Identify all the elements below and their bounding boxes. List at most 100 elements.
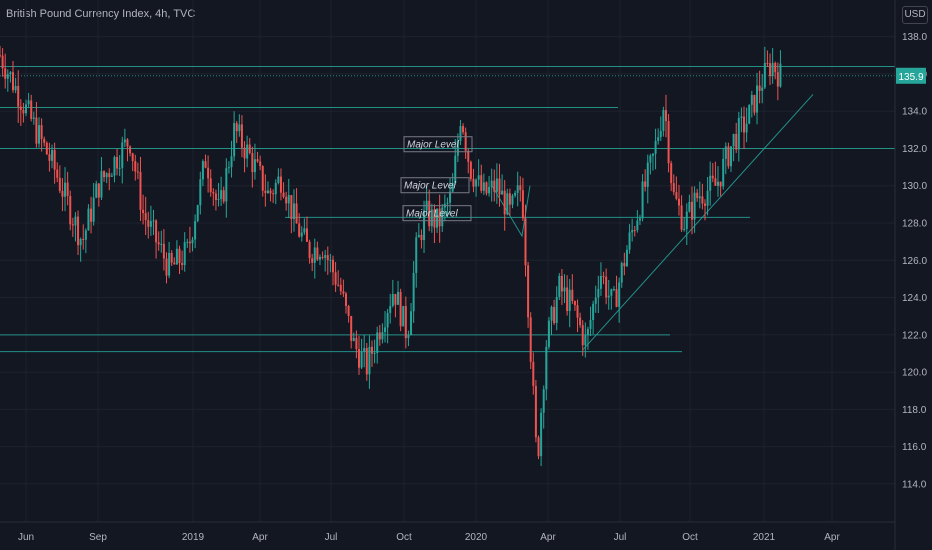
candle-body (711, 175, 714, 179)
candle-body (277, 176, 280, 183)
candle-body (464, 132, 467, 151)
candle-body (246, 144, 249, 159)
candle-body (610, 289, 613, 296)
candle-body (220, 190, 223, 200)
candle-body (97, 183, 100, 198)
candle-body (737, 118, 740, 150)
candle-body (300, 232, 303, 237)
candle-body (750, 94, 753, 105)
x-tick-label: Jul (325, 532, 338, 543)
x-tick-label: Oct (682, 532, 698, 543)
candle-body (485, 182, 488, 194)
candle-body (207, 167, 210, 179)
currency-button[interactable]: USD (902, 6, 928, 24)
candle-body (376, 332, 379, 353)
annotations: Major Level Major Level Major Level (400, 136, 473, 222)
candle-body (142, 209, 145, 214)
candle-body (446, 202, 449, 204)
candle-body (79, 238, 82, 246)
candle-body (454, 155, 457, 184)
candle-body (490, 180, 493, 187)
candle-body (194, 221, 197, 240)
candle-body (506, 193, 509, 215)
candle-body (703, 203, 706, 206)
candle-body (22, 109, 25, 114)
x-tick-label: 2019 (182, 532, 205, 543)
candle-body (56, 169, 59, 178)
candle-body (480, 175, 483, 191)
candle-body (43, 138, 46, 143)
candle-body (670, 163, 673, 184)
candle-body (121, 142, 124, 168)
candle-body (17, 85, 20, 107)
candle-body (631, 230, 634, 233)
candle-body (391, 294, 394, 306)
x-tick-label: 2021 (753, 532, 776, 543)
candle-body (295, 203, 298, 224)
x-tick-label: Apr (540, 532, 556, 543)
candle-body (321, 256, 324, 258)
candle-body (355, 337, 358, 350)
candle-body (30, 100, 33, 119)
candle-body (389, 305, 392, 313)
candle-body (162, 243, 165, 259)
candle-body (303, 228, 306, 233)
candle-body (524, 218, 527, 266)
candle-body (482, 182, 485, 191)
annotation-box (400, 177, 470, 194)
candle-body (698, 196, 701, 199)
candle-body (45, 142, 48, 155)
candle-body (521, 190, 524, 219)
candle-body (743, 116, 746, 133)
candle-body (175, 248, 178, 265)
candle-body (547, 320, 550, 347)
candle-body (438, 208, 441, 227)
candle-body (279, 176, 282, 193)
candle-body (160, 243, 163, 245)
candle-body (646, 162, 649, 187)
candle-body (664, 110, 667, 122)
candle-body (225, 168, 228, 202)
candle-body (472, 178, 475, 187)
candle-body (417, 234, 420, 238)
candle-body (84, 230, 87, 240)
candle-body (316, 247, 319, 260)
candle-body (597, 288, 600, 298)
candle-body (516, 185, 519, 193)
candle-body (550, 306, 553, 321)
annotation-box (402, 205, 472, 222)
candle-body (308, 241, 311, 259)
candle-body (222, 190, 225, 202)
candle-body (292, 203, 295, 220)
candle-body (774, 62, 777, 73)
candle-body (625, 249, 628, 267)
candle-body (358, 349, 361, 368)
candle-body (181, 263, 184, 266)
candle-body (675, 192, 678, 199)
candle-body (449, 191, 452, 203)
candle-body (563, 287, 566, 292)
candle-body (251, 152, 254, 173)
candle-body (693, 192, 696, 220)
candle-body (253, 159, 256, 173)
candle-body (475, 179, 478, 187)
candle-body (334, 272, 337, 285)
candle-body (269, 190, 272, 194)
candle-body (347, 305, 350, 316)
candle-body (233, 123, 236, 157)
candle-body (672, 183, 675, 193)
time-axis: Jun Sep 2019 Apr Jul Oct 2020 Apr Jul Oct 2021 Apr (18, 532, 841, 543)
candle-body (256, 159, 259, 162)
candle-body (131, 153, 134, 162)
annotation-label: Major Level (406, 209, 458, 220)
candle-body (230, 156, 233, 168)
candle-body (264, 190, 267, 194)
x-tick-label: Jun (18, 532, 34, 543)
candle-body (92, 197, 95, 222)
y-tick-label: 126.0 (902, 256, 927, 267)
candle-body (183, 242, 186, 266)
candle-body (592, 303, 595, 321)
candle-body (318, 256, 321, 260)
candle-body (607, 295, 610, 298)
